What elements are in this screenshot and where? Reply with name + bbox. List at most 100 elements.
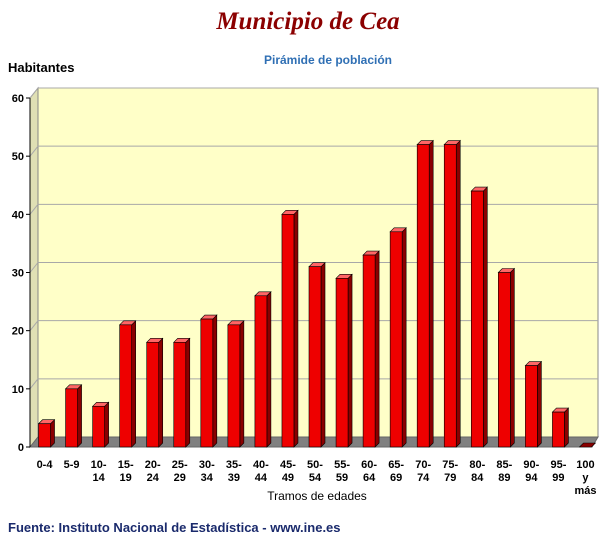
bar-side [293,209,299,448]
bar-front [281,214,295,448]
bar-front [227,324,241,448]
x-tick-label: 90-94 [523,459,539,484]
bar-side [131,320,136,448]
bar-side [212,314,218,448]
gridline-diagonal [29,320,39,331]
bar-45-49 [281,209,299,448]
bar-front [254,295,268,448]
axis-labels: 0 10 20 30 40 50 60 0-4 5-9 10-14 15-19 20-24 25-29 3… [12,93,597,497]
bar-20-24 [145,337,164,448]
x-tick-label: 45-49 [280,459,296,484]
x-tick-label: 75-79 [442,459,458,484]
bars [37,139,597,448]
bar-front [92,405,105,448]
x-tick-label: 80-84 [469,459,485,484]
bar-front [470,190,484,448]
y-tick-label: 50 [12,151,24,163]
bar-side [185,337,191,448]
bar-15-19 [118,320,137,448]
bar-90-94 [524,360,543,448]
x-tick-label: 50-54 [307,459,323,484]
bar-95-99 [551,407,570,448]
bar-35-39 [227,320,245,448]
bar-side [510,267,515,448]
x-tick-label: 0-4 [37,459,54,471]
bar-side [50,419,55,448]
gridline-diagonal [29,378,39,390]
bar-60-64 [362,250,380,448]
bar-front [65,388,78,448]
bar-side [266,291,272,448]
x-tick-label: 30-34 [199,459,215,484]
bar-front [498,272,511,448]
bar-70-74 [416,139,434,448]
chart-subtitle: Pirámide de población [263,53,393,67]
bar-75-79 [443,139,461,448]
y-axis-label: Habitantes [8,60,75,75]
bar-side [401,227,407,448]
y-tick-label: 40 [12,209,24,221]
bar-front [416,144,430,448]
bar-side [374,250,380,448]
bar-80-84 [470,186,489,448]
bar-side [239,320,245,448]
x-tick-label: 25-29 [172,459,188,484]
bar-65-69 [389,227,407,448]
x-tick-label: 85-89 [496,459,512,484]
gridline-diagonal [29,87,39,99]
bar-side [455,139,461,448]
gridline-diagonal [29,262,39,273]
bar-30-34 [200,314,218,448]
x-tick-label: 55-59 [334,459,350,484]
x-tick-label: 60-64 [361,459,377,484]
bar-front [552,411,565,448]
x-axis-label: Tramos de edades [267,489,367,503]
bar-40-44 [254,291,272,448]
bar-zero [578,442,597,448]
y-tick-label: 0 [18,442,24,454]
bar-5-9 [64,384,83,448]
bar-front [200,318,214,448]
bar-side [428,139,434,448]
page-title: Municipio de Cea [216,8,400,35]
gridline-diagonal [29,145,39,157]
bar-front [362,254,376,448]
x-tick-label: 10-14 [91,459,107,484]
bar-side [537,360,542,448]
bar-side [482,186,488,448]
bar-front [335,278,349,448]
bar-front [389,231,403,448]
bar-0-4 [37,419,56,448]
y-tick-label: 10 [12,384,24,396]
bar-25-29 [173,337,191,448]
bar-side [104,401,109,448]
bar-front [119,324,132,448]
bar-front [146,341,160,448]
x-tick-label: 95-99 [550,459,566,484]
gridline-diagonal [29,204,39,215]
x-tick-label: 35-39 [226,459,242,484]
bar-side [320,261,326,448]
y-tick-label: 20 [12,326,24,338]
x-tick-label: 70-74 [415,459,431,484]
bar-55-59 [335,273,353,448]
x-tick-label: 5-9 [64,459,80,471]
bar-side [158,337,164,448]
x-tick-label: 40-44 [253,459,269,484]
bar-85-89 [497,267,516,448]
y-tick-label: 30 [12,268,24,280]
x-tick-label: 20-24 [145,459,161,484]
bar-front [525,365,538,448]
bar-front [38,423,51,448]
bar-front [173,341,187,448]
bar-50-54 [308,261,326,448]
bar-10-14 [91,401,110,448]
source-footer: Fuente: Instituto Nacional de Estadístic… [8,520,341,535]
bar-100-y-más [578,442,597,448]
x-tick-label: 15-19 [118,459,134,484]
y-tick-label: 60 [12,93,24,105]
bar-side [564,407,569,448]
bar-side [347,273,353,448]
x-tick-label: 100 y más [574,459,596,497]
